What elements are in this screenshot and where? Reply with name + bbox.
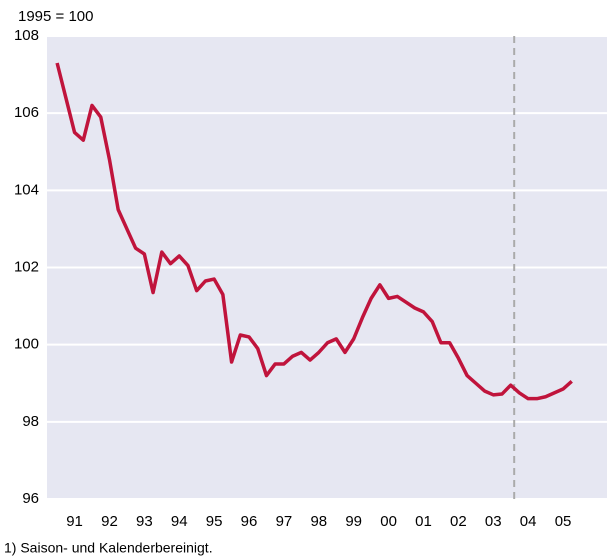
x-tick-label: 91: [66, 513, 83, 530]
y-tick-label: 100: [14, 336, 39, 353]
x-tick-label: 05: [555, 513, 572, 530]
x-tick-label: 97: [276, 513, 293, 530]
chart-subtitle: 1995 = 100: [18, 8, 94, 25]
x-tick-label: 92: [101, 513, 118, 530]
y-tick-label: 98: [22, 413, 39, 430]
x-tick-label: 04: [520, 513, 537, 530]
y-tick-label: 96: [22, 490, 39, 507]
x-tick-label: 94: [171, 513, 188, 530]
x-tick-label: 01: [415, 513, 432, 530]
x-tick-label: 00: [380, 513, 397, 530]
y-tick-label: 102: [14, 258, 39, 275]
x-tick-label: 95: [206, 513, 223, 530]
y-tick-label: 106: [14, 104, 39, 121]
x-tick-label: 99: [345, 513, 362, 530]
x-tick-label: 93: [136, 513, 153, 530]
y-tick-label: 104: [14, 181, 39, 198]
footnote: 1) Saison- und Kalenderbereinigt.: [4, 540, 213, 556]
x-tick-label: 03: [485, 513, 502, 530]
x-tick-label: 02: [450, 513, 467, 530]
y-tick-label: 108: [14, 27, 39, 44]
x-tick-label: 98: [310, 513, 327, 530]
data-line: [55, 62, 573, 401]
x-tick-label: 96: [241, 513, 258, 530]
